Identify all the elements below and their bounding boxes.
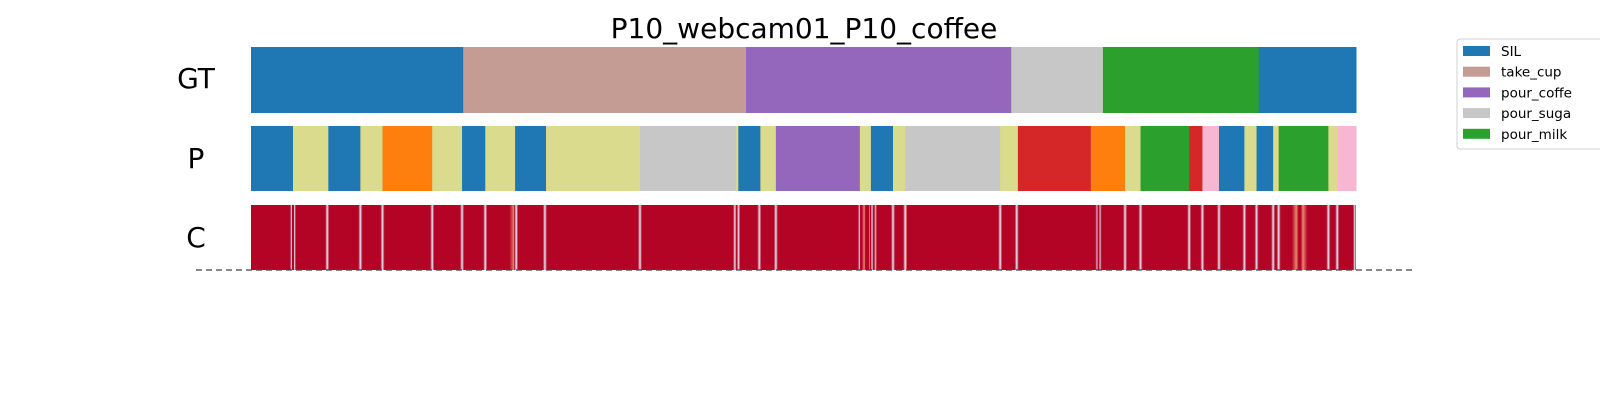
gt-segment-SIL xyxy=(251,47,464,113)
p-segment-olive xyxy=(760,126,777,191)
p-segment-bar xyxy=(251,126,1357,191)
p-segment-olive xyxy=(1000,126,1019,191)
confidence-bar xyxy=(251,205,1356,270)
gt-segment-take-cup xyxy=(463,47,747,113)
p-segment-olive xyxy=(292,126,329,191)
p-segment-pour-milk xyxy=(1140,126,1190,191)
p-segment-SIL xyxy=(515,126,547,191)
gt-segment-SIL xyxy=(1258,47,1357,113)
p-segment-pour-sugar xyxy=(905,126,1001,191)
p-segment-olive xyxy=(360,126,383,191)
legend-swatch-pour-sugar xyxy=(1463,108,1490,119)
p-segment-SIL xyxy=(328,126,361,191)
row-label-c: C xyxy=(186,221,206,254)
p-segment-orange xyxy=(1090,126,1126,191)
p-segment-pour-coffee xyxy=(775,126,861,191)
p-segment-red xyxy=(1189,126,1203,191)
legend-label-pour-coffee: pour_coffe xyxy=(1501,85,1572,101)
p-segment-olive xyxy=(1273,126,1280,191)
p-segment-olive xyxy=(859,126,872,191)
row-label-p: P xyxy=(188,142,205,175)
p-segment-pink xyxy=(1337,126,1357,191)
gt-segment-pour-sugar xyxy=(1011,47,1104,113)
p-segment-SIL xyxy=(251,126,294,191)
gt-segment-bar xyxy=(251,47,1357,113)
legend-swatch-take-cup xyxy=(1463,66,1490,77)
legend-frame xyxy=(1456,38,1600,150)
legend-swatch-SIL xyxy=(1463,46,1490,56)
p-segment-olive xyxy=(1125,126,1142,191)
p-segment-SIL xyxy=(738,126,761,191)
row-label-gt: GT xyxy=(177,62,216,95)
legend: SIL take_cup pour_coffe pour_suga pour_milk xyxy=(1456,38,1600,150)
legend-label-pour-milk: pour_milk xyxy=(1501,127,1567,143)
p-segment-orange xyxy=(382,126,433,191)
p-segment-SIL xyxy=(1218,126,1245,191)
p-segment-olive xyxy=(1328,126,1338,191)
gt-segment-pour-milk xyxy=(1102,47,1260,113)
p-segment-olive xyxy=(485,126,516,191)
p-segment-pour-milk xyxy=(1278,126,1329,191)
p-segment-pink xyxy=(1202,126,1220,191)
chart-title: P10_webcam01_P10_coffee xyxy=(611,12,998,45)
p-segment-olive xyxy=(1244,126,1258,191)
legend-label-SIL: SIL xyxy=(1501,44,1522,60)
p-segment-SIL xyxy=(462,126,486,191)
p-segment-red xyxy=(1017,126,1092,191)
gt-segment-pour-coffee xyxy=(746,47,1012,113)
p-segment-SIL xyxy=(870,126,894,191)
legend-label-pour-sugar: pour_suga xyxy=(1501,106,1571,122)
legend-swatch-pour-milk xyxy=(1463,128,1490,139)
p-segment-olive xyxy=(432,126,463,191)
legend-swatch-pour-coffee xyxy=(1463,87,1490,98)
p-segment-SIL xyxy=(1256,126,1274,191)
legend-label-take-cup: take_cup xyxy=(1501,65,1562,81)
p-segment-olive xyxy=(736,126,739,191)
row-labels: GT P C xyxy=(177,62,216,254)
p-segment-olive xyxy=(893,126,906,191)
p-segment-pour-sugar xyxy=(639,126,737,191)
p-segment-olive xyxy=(546,126,641,191)
